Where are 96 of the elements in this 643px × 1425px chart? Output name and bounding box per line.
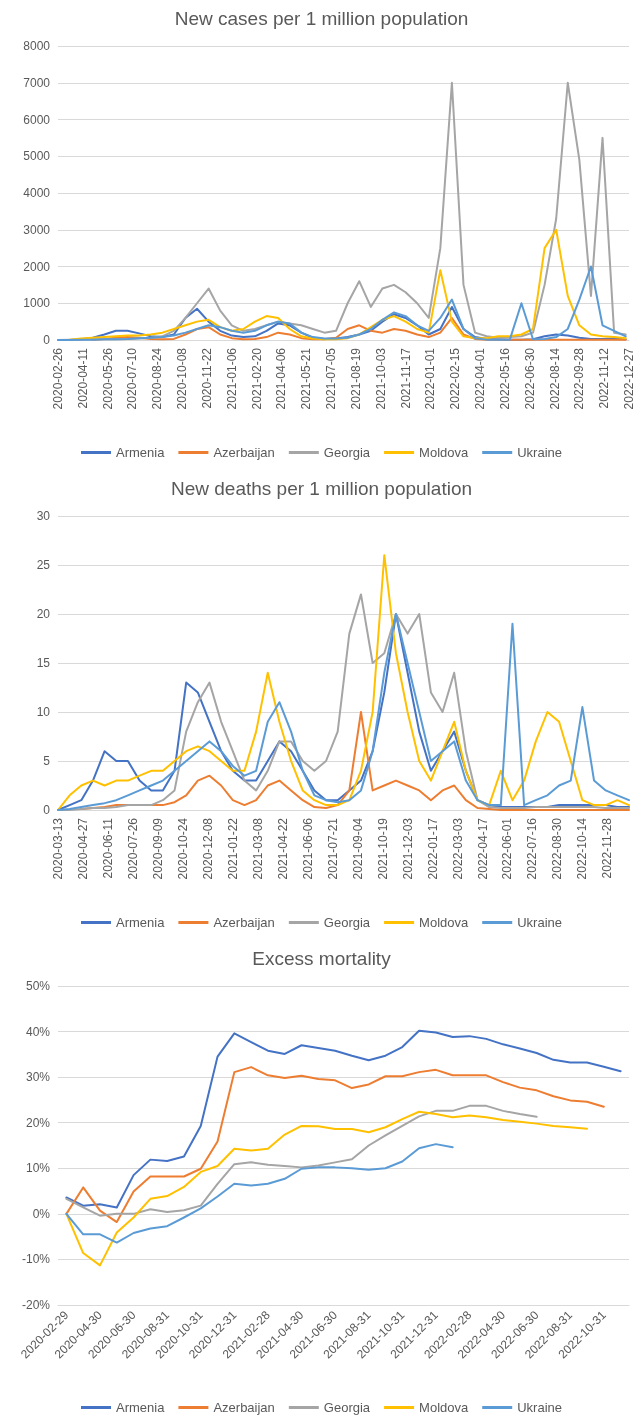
y-tick-label: 0 bbox=[43, 333, 51, 347]
x-tick-label: 2020-04-11 bbox=[75, 347, 90, 409]
x-tick-label: 2021-03-08 bbox=[250, 817, 265, 880]
legend-label: Moldova bbox=[419, 1400, 469, 1415]
line-series bbox=[65, 1029, 622, 1209]
y-tick-label: 15 bbox=[36, 656, 51, 670]
x-tick-label: 2021-02-20 bbox=[249, 347, 264, 410]
y-tick-label: 50% bbox=[25, 979, 51, 993]
legend-label: Moldova bbox=[419, 445, 469, 460]
x-tick-label: 2022-11-28 bbox=[600, 817, 615, 879]
x-tick-label: 2020-05-26 bbox=[100, 347, 115, 410]
x-tick-label: 2022-01-01 bbox=[423, 347, 438, 410]
y-tick-label: 40% bbox=[25, 1024, 51, 1039]
y-tick-label: 1000 bbox=[23, 296, 51, 311]
x-tick-label: 2022-09-28 bbox=[572, 347, 587, 410]
legend-label: Azerbaijan bbox=[213, 1400, 275, 1415]
x-tick-label: 2022-08-30 bbox=[550, 817, 565, 880]
legend-label: Ukraine bbox=[517, 915, 563, 930]
legend-label: Georgia bbox=[323, 1400, 371, 1415]
legend-label: Ukraine bbox=[517, 445, 563, 460]
line-series bbox=[57, 265, 627, 341]
legend-label: Ukraine bbox=[517, 1400, 563, 1415]
x-tick-label: 2022-11-12 bbox=[597, 347, 612, 409]
x-tick-label: 2022-08-14 bbox=[547, 347, 562, 410]
x-tick-label: 2021-04-22 bbox=[275, 817, 290, 880]
x-tick-label: 2020-04-27 bbox=[75, 817, 90, 880]
y-tick-label: 25 bbox=[36, 558, 51, 572]
legend-label: Azerbaijan bbox=[213, 915, 275, 930]
y-tick-label: 0% bbox=[32, 1206, 51, 1221]
y-tick-label: 4000 bbox=[23, 186, 51, 200]
x-tick-label: 2021-01-22 bbox=[225, 817, 240, 880]
x-tick-label: 2020-10-08 bbox=[175, 347, 190, 410]
y-tick-label: -20% bbox=[21, 1298, 51, 1312]
x-tick-label: 2021-07-21 bbox=[325, 817, 340, 880]
y-tick-label: 0 bbox=[43, 803, 51, 817]
x-tick-label: 2022-06-01 bbox=[500, 817, 515, 880]
x-tick-label: 2020-10-24 bbox=[175, 817, 190, 880]
y-tick-label: 6000 bbox=[23, 112, 51, 127]
y-tick-label: 30% bbox=[25, 1070, 51, 1085]
x-tick-label: 2022-03-03 bbox=[450, 817, 465, 880]
x-tick-label: 2021-07-05 bbox=[324, 347, 339, 410]
y-tick-label: 10% bbox=[25, 1161, 51, 1176]
line-series bbox=[65, 1110, 589, 1267]
y-tick-label: 3000 bbox=[23, 222, 51, 237]
x-tick-label: 2022-10-14 bbox=[575, 817, 590, 880]
y-tick-label: 5 bbox=[43, 754, 51, 768]
x-tick-label: 2021-11-17 bbox=[398, 347, 413, 409]
x-tick-label: 2020-02-26 bbox=[51, 347, 65, 410]
legend-label: Azerbaijan bbox=[213, 445, 275, 460]
x-tick-label: 2021-04-06 bbox=[274, 347, 289, 410]
y-tick-label: 20 bbox=[36, 607, 51, 621]
x-tick-label: 2022-12-27 bbox=[622, 347, 636, 410]
y-tick-label: 10 bbox=[36, 705, 51, 719]
x-tick-label: 2022-04-17 bbox=[475, 817, 490, 880]
line-series bbox=[65, 1143, 454, 1244]
x-tick-label: 2021-08-19 bbox=[348, 347, 363, 410]
x-tick-label: 2020-09-09 bbox=[150, 817, 165, 880]
line-series bbox=[57, 554, 630, 811]
y-tick-label: 7000 bbox=[23, 75, 51, 90]
x-tick-label: 2020-12-08 bbox=[200, 817, 215, 880]
x-tick-label: 2021-01-06 bbox=[224, 347, 239, 410]
legend-label: Georgia bbox=[323, 915, 371, 930]
y-tick-label: 20% bbox=[25, 1115, 51, 1130]
legend-label: Armenia bbox=[115, 445, 166, 460]
x-tick-label: 2021-10-19 bbox=[375, 817, 390, 880]
y-tick-label: 2000 bbox=[23, 259, 51, 274]
x-tick-label: 2020-11-22 bbox=[199, 347, 214, 409]
x-tick-label: 2022-05-16 bbox=[497, 347, 512, 410]
x-tick-label: 2020-06-11 bbox=[100, 817, 115, 879]
legend-label: Georgia bbox=[323, 445, 371, 460]
y-tick-label: 30 bbox=[36, 509, 51, 523]
x-tick-label: 2022-04-01 bbox=[473, 347, 488, 410]
x-tick-label: 2021-10-03 bbox=[373, 347, 388, 410]
x-tick-label: 2021-09-04 bbox=[350, 817, 365, 880]
legend-label: Armenia bbox=[115, 1400, 166, 1415]
line-series bbox=[65, 1066, 605, 1224]
y-tick-label: 5000 bbox=[23, 149, 51, 164]
x-tick-label: 2022-06-30 bbox=[522, 347, 537, 410]
chart-title: Excess mortality bbox=[252, 948, 392, 969]
chart-title: New cases per 1 million population bbox=[174, 8, 469, 29]
x-tick-label: 2021-05-21 bbox=[299, 347, 314, 410]
x-tick-label: 2020-07-10 bbox=[125, 347, 140, 410]
legend-label: Armenia bbox=[115, 915, 166, 930]
x-tick-label: 2020-03-13 bbox=[51, 817, 65, 880]
chart-title: New deaths per 1 million population bbox=[170, 478, 473, 499]
line-series bbox=[65, 1104, 538, 1217]
x-tick-label: 2022-01-17 bbox=[425, 817, 440, 880]
x-tick-label: 2021-06-06 bbox=[300, 817, 315, 880]
x-tick-label: 2022-07-16 bbox=[525, 817, 540, 880]
x-tick-label: 2021-12-03 bbox=[400, 817, 415, 880]
x-tick-label: 2020-07-26 bbox=[125, 817, 140, 880]
y-tick-label: -10% bbox=[21, 1252, 51, 1267]
y-tick-label: 8000 bbox=[23, 39, 51, 53]
x-tick-label: 2022-02-15 bbox=[448, 347, 463, 410]
x-tick-label: 2020-08-24 bbox=[150, 347, 165, 410]
legend-label: Moldova bbox=[419, 915, 469, 930]
